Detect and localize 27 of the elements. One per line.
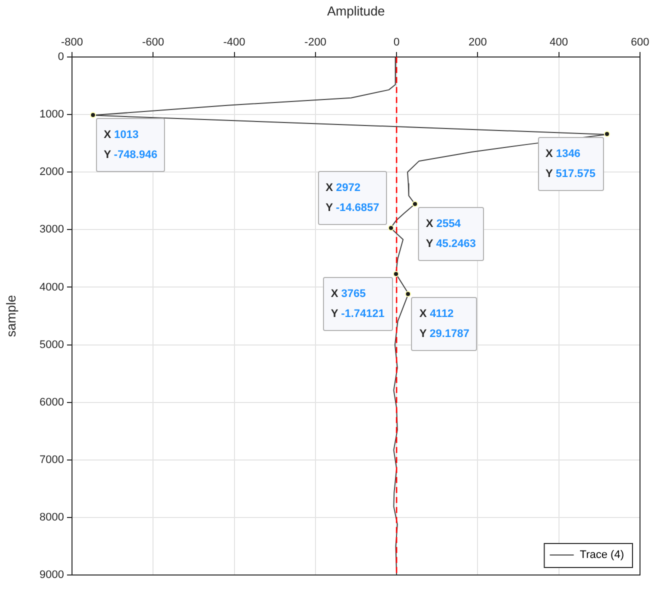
x-tick-label: -600 xyxy=(142,36,164,48)
x-tick-label: 200 xyxy=(468,36,487,48)
x-tick-label: -200 xyxy=(304,36,326,48)
x-axis-title: Amplitude xyxy=(327,3,385,18)
x-tick-label: 0 xyxy=(394,36,400,48)
x-tick-label: -800 xyxy=(60,36,84,48)
annotation: X 1346 Y 517.575 xyxy=(546,148,596,180)
annotation: X 1013 Y -748.946 xyxy=(104,129,158,162)
y-tick-label: 3000 xyxy=(40,224,64,236)
y-tick-label: 9000 xyxy=(40,569,64,582)
legend-label: Trace (4) xyxy=(580,549,624,562)
y-tick-label: 0 xyxy=(58,51,64,64)
y-axis-title: sample xyxy=(3,295,18,337)
y-tick-label: 7000 xyxy=(40,454,64,466)
x-tick-label: 400 xyxy=(550,36,568,48)
y-tick-label: 1000 xyxy=(40,108,64,121)
annotation: X 3765 Y -1.74121 xyxy=(330,288,384,320)
y-tick-label: 8000 xyxy=(40,511,64,524)
x-tick-label: -400 xyxy=(223,36,246,48)
y-tick-label: 6000 xyxy=(40,396,64,408)
y-tick-label: 5000 xyxy=(40,338,64,351)
y-tick-label: 4000 xyxy=(40,281,64,294)
x-tick-label: 600 xyxy=(630,36,650,48)
y-tick-label: 2000 xyxy=(40,166,64,178)
annotation: X 2554 Y 45.2463 xyxy=(426,218,476,250)
annotation: X 4112 Y 29.1787 xyxy=(419,308,470,340)
annotation: X 2972 Y -14.6857 xyxy=(326,182,380,214)
